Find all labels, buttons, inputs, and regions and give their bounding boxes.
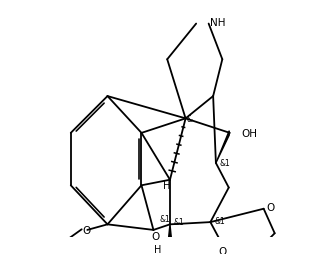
Text: O: O: [218, 246, 226, 254]
Text: O: O: [83, 225, 91, 235]
Text: &1: &1: [160, 214, 171, 223]
Text: &1: &1: [214, 216, 225, 225]
Text: H: H: [154, 244, 162, 254]
Text: &: &: [186, 114, 192, 123]
Polygon shape: [168, 225, 172, 246]
Text: H: H: [163, 181, 170, 190]
Polygon shape: [216, 131, 229, 163]
Text: OH: OH: [242, 128, 258, 138]
Text: O: O: [152, 231, 160, 241]
Text: &1: &1: [173, 217, 184, 226]
Text: NH: NH: [210, 18, 225, 28]
Text: &1: &1: [220, 159, 230, 168]
Text: O: O: [266, 202, 275, 212]
